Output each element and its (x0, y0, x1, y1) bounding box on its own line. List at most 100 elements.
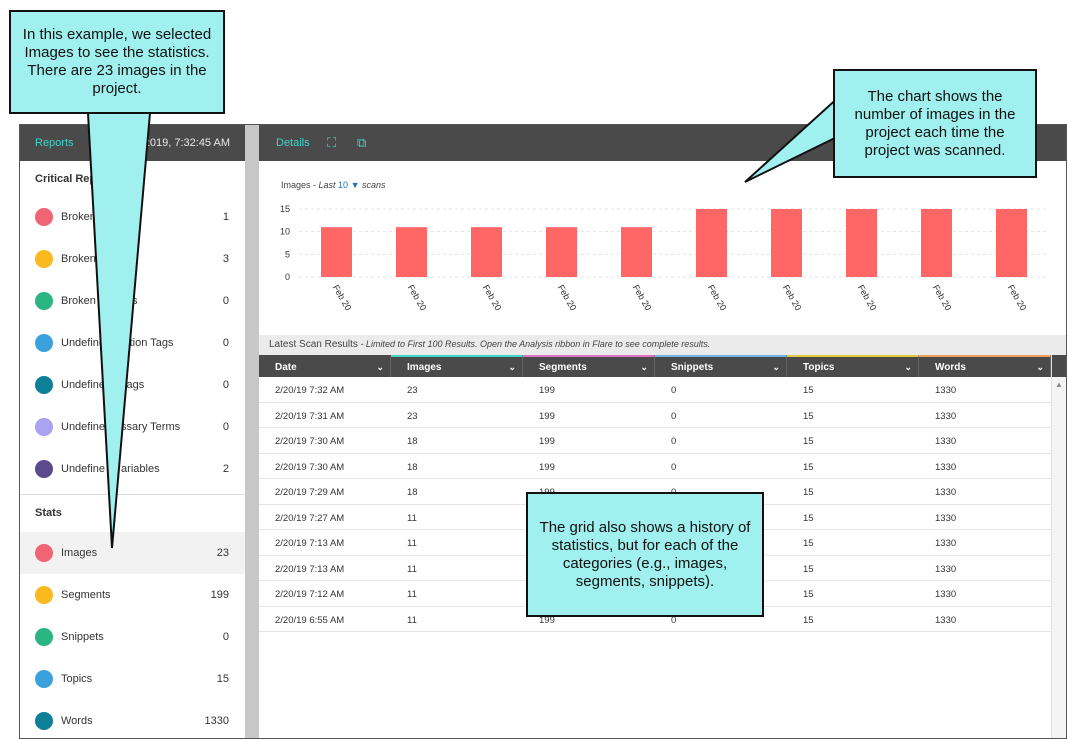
table-cell: 1330 (935, 538, 957, 549)
grid-scrollbar[interactable]: ▲ (1051, 355, 1066, 738)
column-header-label: Date (275, 361, 297, 373)
critical-report-item-count: 2 (222, 463, 229, 475)
details-title: Details (276, 137, 310, 149)
column-header-label: Snippets (671, 361, 714, 373)
table-cell: 11 (407, 589, 417, 600)
table-row[interactable]: 2/20/19 7:30 AM 18 199 0 15 1330 (259, 454, 1051, 479)
grid-callout-text: The grid also shows a history of statist… (539, 518, 751, 590)
stats-item[interactable]: Images 23 (20, 532, 245, 574)
chart-bar[interactable] (771, 209, 802, 277)
y-tick-label: 0 (285, 272, 290, 282)
table-cell: 199 (539, 410, 555, 422)
divider (20, 494, 245, 495)
column-header-images[interactable]: Images ⌄ (391, 355, 523, 377)
status-dot-icon (35, 418, 53, 436)
status-dot-icon (35, 460, 53, 478)
critical-report-item-count: 0 (222, 421, 229, 433)
status-dot-icon (35, 712, 53, 730)
table-cell: 199 (539, 436, 555, 447)
chart-bar[interactable] (846, 209, 877, 277)
scan-count-dropdown[interactable]: 10 (338, 180, 349, 190)
stats-item[interactable]: Segments 199 (20, 574, 245, 616)
stats-item-label: Images (61, 547, 98, 559)
reports-window: Reports 2019, 7:32:45 AM Critical Rep Br… (19, 124, 1067, 739)
scroll-up-icon[interactable]: ▲ (1055, 380, 1063, 389)
status-dot-icon (35, 586, 53, 604)
table-row[interactable]: 2/20/19 7:30 AM 18 199 0 15 1330 (259, 428, 1051, 454)
chart-bar[interactable] (996, 209, 1027, 277)
stats-item[interactable]: Snippets 0 (20, 616, 245, 658)
critical-report-item-label-tail: ariables (121, 463, 160, 475)
chart-bar[interactable] (471, 227, 502, 277)
table-row[interactable]: 2/20/19 7:32 AM 23 199 0 15 1330 (259, 377, 1051, 403)
results-title: Latest Scan Results (269, 339, 358, 350)
critical-report-item[interactable]: Broken 3 (20, 238, 245, 280)
critical-report-item[interactable]: Undefine ssary Terms 0 (20, 406, 245, 448)
chevron-down-icon[interactable]: ⌄ (1036, 361, 1044, 372)
chart-bar[interactable] (696, 209, 727, 277)
table-cell: 23 (407, 385, 418, 396)
table-cell: 18 (407, 461, 418, 473)
chart-bar[interactable] (321, 227, 352, 277)
table-cell: 15 (803, 487, 814, 498)
chart-bar[interactable] (396, 227, 427, 277)
table-cell: 11 (407, 512, 417, 524)
column-header-date[interactable]: Date ⌄ (259, 355, 391, 377)
y-tick-label: 15 (280, 204, 290, 214)
critical-report-item-label: Undefine (61, 379, 106, 391)
table-cell: 2/20/19 7:27 AM (275, 512, 345, 524)
chevron-down-icon[interactable]: ⌄ (640, 361, 648, 372)
table-cell: 2/20/19 7:30 AM (275, 461, 345, 473)
status-dot-icon (35, 670, 53, 688)
stats-item-count: 199 (210, 589, 229, 601)
grid-callout: The grid also shows a history of statist… (526, 492, 764, 617)
table-cell: 11 (407, 563, 417, 575)
chart-bar[interactable] (621, 227, 652, 277)
dropdown-arrow-icon[interactable]: ▼ (350, 180, 360, 190)
stats-list: Images 23 Segments 199 Snippets 0 Topics 15 Word… (20, 532, 245, 738)
column-header-topics[interactable]: Topics ⌄ (787, 355, 919, 377)
chevron-down-icon[interactable]: ⌄ (904, 361, 912, 372)
critical-report-item[interactable]: Undefine dition Tags 0 (20, 322, 245, 364)
critical-report-item[interactable]: Undefine ariables 2 (20, 448, 245, 490)
stats-item-label: Words (61, 715, 93, 727)
critical-report-item-count: 0 (222, 379, 229, 391)
table-cell: 1330 (935, 487, 957, 498)
column-header-words[interactable]: Words ⌄ (919, 355, 1051, 377)
table-cell: 15 (803, 538, 814, 549)
column-header-segments[interactable]: Segments ⌄ (523, 355, 655, 377)
status-dot-icon (35, 292, 53, 310)
table-cell: 23 (407, 410, 418, 422)
table-cell: 2/20/19 7:13 AM (275, 538, 345, 549)
column-header-snippets[interactable]: Snippets ⌄ (655, 355, 787, 377)
stats-item[interactable]: Topics 15 (20, 658, 245, 700)
table-cell: 2/20/19 7:32 AM (275, 385, 345, 396)
chart-callout: The chart shows the number of images in … (833, 69, 1037, 178)
chart-callout-text: The chart shows the number of images in … (854, 87, 1016, 159)
critical-report-item-label: Broken (61, 295, 96, 307)
reports-tab[interactable]: Reports (35, 137, 74, 149)
popout-icon[interactable]: ⧉ (356, 135, 367, 150)
status-dot-icon (35, 376, 53, 394)
table-cell: 2/20/19 6:55 AM (275, 614, 345, 626)
details-pane: Details ⛶ ⧉ Images - Last 10 ▼ scans 0 5 1… (259, 125, 1066, 738)
chart-title-prefix: Images - (281, 180, 319, 190)
stats-item-count: 1330 (204, 715, 229, 727)
table-cell: 1330 (935, 385, 957, 396)
y-tick-label: 10 (280, 227, 290, 237)
chart-bar[interactable] (921, 209, 952, 277)
table-row[interactable]: 2/20/19 6:55 AM 11 199 0 15 1330 (259, 607, 1051, 632)
stats-item-count: 23 (216, 547, 229, 559)
table-cell: 1330 (935, 589, 957, 600)
chevron-down-icon[interactable]: ⌄ (376, 361, 384, 372)
critical-report-item-count: 3 (222, 253, 229, 265)
chevron-down-icon[interactable]: ⌄ (508, 361, 516, 372)
stats-item[interactable]: Words 1330 (20, 700, 245, 738)
results-note: - Limited to First 100 Results. Open the… (357, 339, 711, 349)
expand-icon[interactable]: ⛶ (327, 135, 337, 150)
table-cell: 2/20/19 7:31 AM (275, 410, 345, 422)
table-row[interactable]: 2/20/19 7:31 AM 23 199 0 15 1330 (259, 403, 1051, 428)
pane-splitter[interactable] (245, 125, 259, 738)
chevron-down-icon[interactable]: ⌄ (772, 361, 780, 372)
chart-bar[interactable] (546, 227, 577, 277)
